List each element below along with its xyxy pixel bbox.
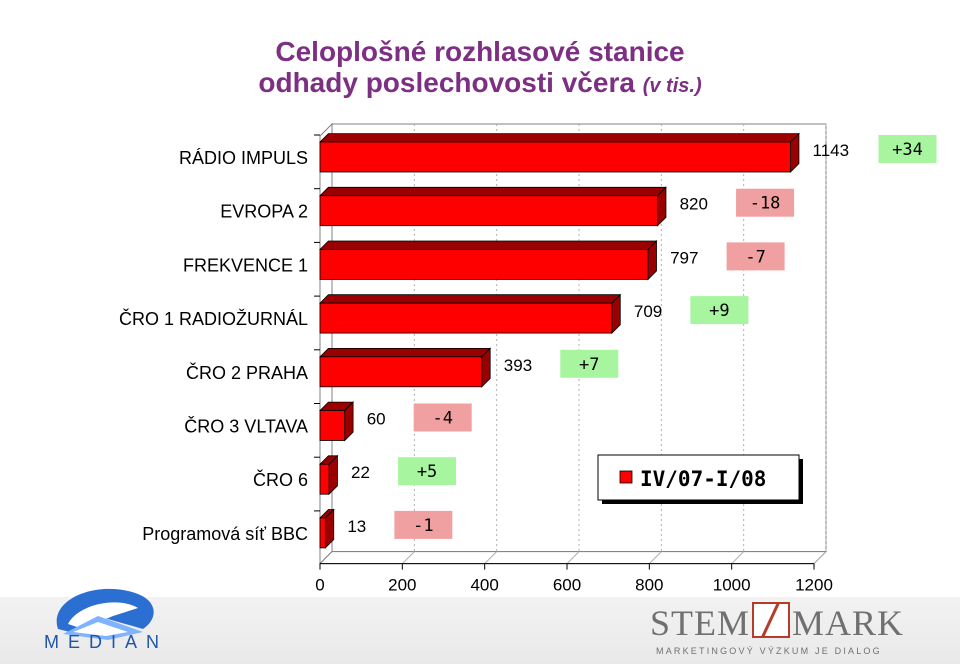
- change-label: -1: [413, 516, 433, 536]
- change-label: -18: [750, 194, 781, 214]
- gridline-floor: [566, 551, 580, 564]
- category-label: FREKVENCE 1: [183, 255, 308, 275]
- title-line-1: Celoplošné rozhlasové stanice: [275, 36, 685, 67]
- bar-value-label: 13: [347, 517, 366, 536]
- change-badge: [398, 457, 457, 486]
- gridline-floor: [401, 551, 415, 564]
- bar-top: [319, 294, 622, 304]
- change-label: +5: [417, 462, 437, 482]
- gridline-floor: [648, 551, 662, 564]
- change-label: -7: [745, 247, 765, 267]
- gridline-floor: [731, 551, 745, 564]
- bar: [319, 195, 658, 227]
- legend-swatch: [619, 470, 633, 484]
- stem-mark-logo: STEM MARK: [650, 602, 910, 652]
- gridline-floor: [813, 551, 827, 564]
- bar-value-label: 22: [351, 463, 370, 482]
- x-tick-label: 600: [553, 576, 581, 595]
- change-label: +9: [709, 301, 729, 321]
- x-tick-label: 200: [388, 576, 416, 595]
- bar: [319, 302, 613, 334]
- gridline-floor: [484, 551, 498, 564]
- x-tick-label: 0: [315, 576, 324, 595]
- change-label: +34: [892, 140, 923, 160]
- title-line-2: odhady poslechovosti včera: [258, 67, 635, 98]
- bar-top: [319, 186, 667, 197]
- change-badge: [413, 403, 472, 432]
- bar-value-label: 820: [680, 195, 708, 214]
- title-unit: (v tis.): [642, 75, 702, 97]
- category-label: RÁDIO IMPULS: [179, 148, 308, 168]
- stem-mark-tagline: MARKETINGOVÝ VÝZKUM JE DIALOG: [656, 646, 882, 656]
- change-badge: [736, 188, 795, 217]
- bar-top: [319, 133, 800, 143]
- bar-value-label: 60: [367, 410, 386, 429]
- change-badge: [878, 135, 937, 163]
- x-tick-label: 800: [635, 576, 663, 595]
- bar-top: [319, 347, 492, 358]
- x-tick-label: 400: [470, 576, 498, 595]
- x-tick-label: 1000: [713, 576, 751, 595]
- stem-logo-right: MARK: [792, 603, 905, 643]
- stem-mark-slash-icon: [752, 602, 791, 638]
- change-label: -4: [432, 409, 452, 429]
- chart-subtitle: odhady poslechovosti včera (v tis.): [0, 67, 960, 102]
- median-logo-text: MEDIAN: [44, 632, 169, 652]
- change-badge: [726, 242, 785, 271]
- change-badge: [394, 510, 453, 539]
- chart-title: Celoplošné rozhlasové stanice: [0, 36, 960, 67]
- change-label: +7: [579, 355, 599, 375]
- footer-band: [0, 597, 960, 664]
- bar-chart: 0 200 400 600 800 1000 1200 RÁDIO IMPULS 1143 +34…: [119, 122, 937, 595]
- category-label: ČRO 2 PRAHA: [186, 362, 308, 383]
- bar: [319, 356, 483, 388]
- bar-value-label: 709: [634, 302, 662, 321]
- bar: [319, 517, 326, 549]
- legend-label: IV/07-I/08: [640, 467, 766, 491]
- change-badge: [690, 296, 749, 325]
- bar-value-label: 797: [670, 248, 698, 267]
- category-label: Programová síť BBC: [142, 524, 308, 544]
- category-label: ČRO 6: [253, 469, 308, 490]
- bar: [319, 141, 791, 173]
- bar: [319, 463, 330, 495]
- category-label: EVROPA 2: [220, 202, 308, 222]
- bar: [319, 410, 346, 441]
- x-tick-label: 1200: [795, 576, 833, 595]
- bar-value-label: 393: [504, 356, 532, 375]
- bar: [319, 248, 649, 280]
- stem-logo-left: STEM: [650, 603, 751, 643]
- category-label: ČRO 3 VLTAVA: [184, 416, 308, 437]
- median-logo-icon: [56, 588, 154, 640]
- category-label: ČRO 1 RADIOŽURNÁL: [119, 308, 308, 329]
- bar-top: [319, 240, 658, 250]
- bar-value-label: 1143: [813, 141, 850, 160]
- change-badge: [560, 349, 619, 378]
